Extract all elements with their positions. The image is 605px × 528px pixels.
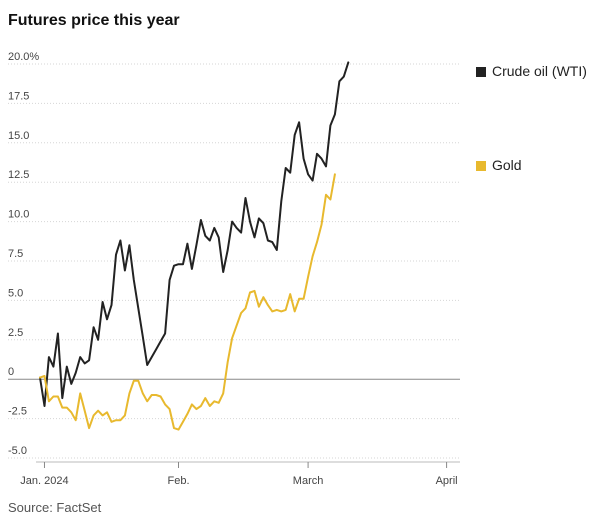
y-tick-label: 17.5: [8, 90, 29, 102]
legend-label: Crude oil (WTI): [492, 63, 587, 79]
x-tick-label: April: [436, 475, 458, 487]
x-tick-label: Jan. 2024: [20, 475, 68, 487]
y-tick-label: 10.0: [8, 209, 29, 221]
x-axis: Jan. 2024 Feb. March April: [20, 461, 460, 487]
legend-swatch: [476, 161, 486, 171]
gridlines: [8, 63, 460, 459]
y-tick-label: 0: [8, 366, 14, 378]
series-line-crude-oil: [39, 61, 350, 407]
y-tick-label: 2.5: [8, 327, 23, 339]
y-tick-label: 20.0%: [8, 51, 39, 63]
y-tick-label: 5.0: [8, 287, 23, 299]
x-tick-label: March: [293, 475, 324, 487]
y-tick-label: 12.5: [8, 169, 29, 181]
x-tick-label: Feb.: [168, 475, 190, 487]
legend-label: Gold: [492, 157, 522, 173]
chart-title: Futures price this year: [8, 12, 180, 29]
legend-swatch: [476, 67, 486, 77]
y-tick-label: -5.0: [8, 445, 27, 457]
y-tick-label: -2.5: [8, 406, 27, 418]
series-line-gold: [39, 173, 336, 431]
y-tick-labels: 20.0% 17.5 15.0 12.5 10.0 7.5 5.0 2.5 0 -2.5 -5.0: [8, 51, 39, 457]
legend: Crude oil (WTI) Gold: [476, 63, 587, 173]
series-lines: [39, 61, 350, 431]
source-note: Source: FactSet: [8, 500, 102, 515]
y-tick-label: 15.0: [8, 130, 29, 142]
y-tick-label: 7.5: [8, 248, 23, 260]
